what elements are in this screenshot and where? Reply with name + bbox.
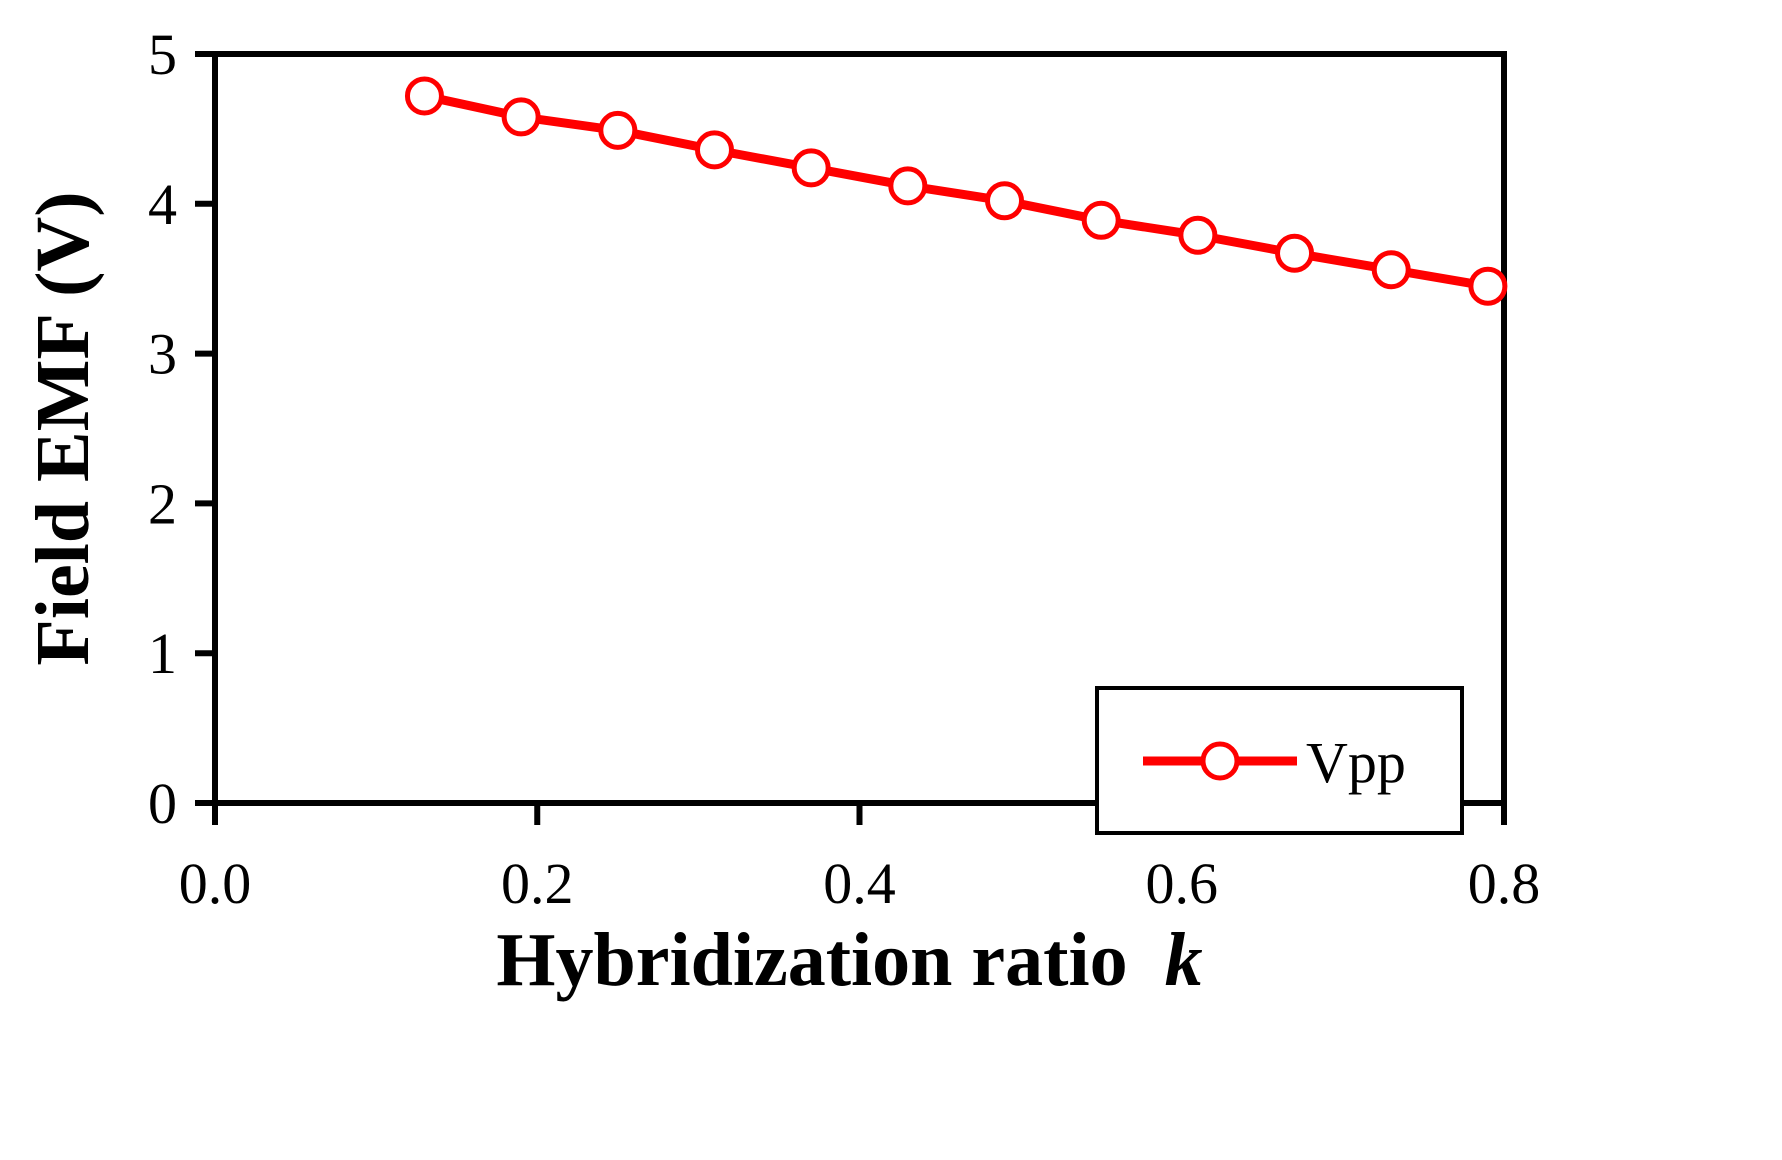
y-tick-label: 1 (148, 621, 177, 686)
data-point (888, 166, 928, 206)
data-point (501, 97, 541, 137)
data-point (791, 148, 831, 188)
y-axis-ticks: 0 1 2 3 4 5 (148, 22, 215, 836)
x-tick-label: 0.0 (179, 851, 252, 916)
x-tick-label: 0.4 (823, 851, 896, 916)
data-point (598, 110, 638, 150)
legend: Vpp (1095, 686, 1464, 835)
y-tick-label: 5 (148, 22, 177, 87)
y-tick-label: 3 (148, 322, 177, 387)
legend-marker (1200, 741, 1240, 781)
legend-label: Vpp (1306, 730, 1406, 795)
series-layer (404, 76, 1508, 306)
x-tick-label: 0.8 (1468, 851, 1541, 916)
y-axis-title: Field EMF (V) (21, 191, 105, 665)
series-line (423, 91, 1489, 291)
x-tick-label: 0.2 (501, 851, 574, 916)
data-point (1081, 200, 1121, 240)
x-axis-title: Hybridization ratio k (496, 918, 1202, 1002)
data-point (404, 76, 444, 116)
data-point (1178, 215, 1218, 255)
data-point (1371, 250, 1411, 290)
data-point (985, 181, 1025, 221)
y-tick-label: 2 (148, 471, 177, 536)
data-point (1468, 266, 1508, 306)
data-point (694, 130, 734, 170)
data-point (1275, 233, 1315, 273)
x-axis-title-var: k (1165, 918, 1203, 1002)
x-tick-label: 0.6 (1146, 851, 1219, 916)
y-tick-label: 4 (148, 172, 177, 237)
x-axis-ticks: 0.0 0.2 0.4 0.6 0.8 (179, 803, 1541, 916)
x-axis-title-text: Hybridization ratio (496, 918, 1127, 1002)
y-tick-label: 0 (148, 771, 177, 836)
